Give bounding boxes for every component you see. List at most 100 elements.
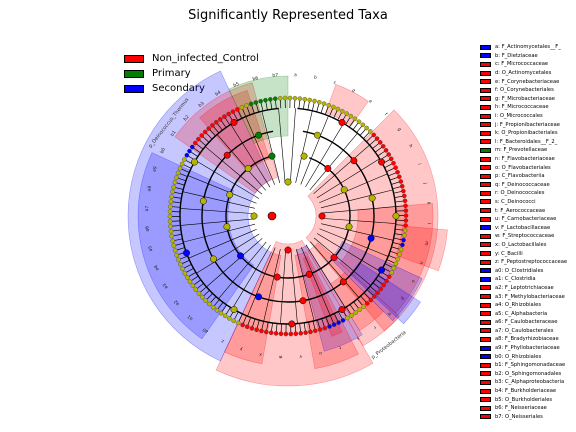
leaf-node <box>210 123 215 128</box>
taxa-legend-item: e: F_Corynebacteriaceae <box>480 77 576 86</box>
root-node <box>267 211 277 221</box>
taxa-legend-item: i: O_Micrococcales <box>480 112 576 121</box>
class-legend-label: Non_infected_Control <box>152 53 259 64</box>
leaf-node <box>174 175 179 180</box>
leaf-node <box>383 148 389 153</box>
leaf-node <box>258 98 263 104</box>
taxa-legend-label: d: O_Actinomycetales <box>495 70 552 77</box>
leaf-node <box>273 331 279 336</box>
taxa-legend-label: x: O_Lactobacillales <box>495 241 547 248</box>
leaf-node <box>170 189 175 195</box>
taxa-legend-item: b7: O_Neisseriales <box>480 413 576 422</box>
leaf-node <box>206 126 212 131</box>
taxa-legend-swatch <box>480 336 491 342</box>
taxa-legend-label: q: F_Deinococcaceae <box>495 181 550 188</box>
taxa-legend-swatch <box>480 199 491 205</box>
taxa-legend-label: r: O_Deinococcales <box>495 190 545 197</box>
taxon-key-label: a0 <box>202 326 210 334</box>
spoke-branch <box>182 191 255 209</box>
leaf-node <box>312 98 317 104</box>
leaf-node <box>176 257 181 263</box>
class-legend-label: Primary <box>152 68 191 79</box>
leaf-node <box>288 331 294 337</box>
leaf-node <box>196 136 201 142</box>
taxa-legend-label: b5: O_Burkholderiales <box>495 396 553 403</box>
leaf-node <box>353 310 358 315</box>
spoke-branch <box>310 241 360 298</box>
leaf-node <box>317 99 322 105</box>
taxa-legend-swatch <box>480 362 491 368</box>
leaf-node <box>401 237 406 243</box>
spoke-branch <box>321 218 396 224</box>
leaf-node <box>303 330 308 335</box>
spoke-branch <box>321 223 394 241</box>
internal-node <box>299 297 307 305</box>
clade-shade <box>228 75 289 144</box>
taxa-legend-label: a4: O_Rhizobiales <box>495 302 542 309</box>
taxa-legend-item: m: F_Prevotellaceae <box>480 146 576 155</box>
leaf-node <box>244 103 249 108</box>
taxa-legend-label: f: O_Corynebacteriales <box>495 87 554 94</box>
leaf-node <box>214 119 219 125</box>
leaf-node <box>278 331 284 337</box>
taxon-key-label: e <box>367 99 372 105</box>
leaf-node <box>287 95 293 101</box>
spoke-branch <box>188 229 257 259</box>
leaf-node <box>326 102 332 108</box>
taxa-legend-label: b3: C_Alphaproteobacteria <box>495 379 565 386</box>
taxon-key-label: l <box>426 223 432 225</box>
class-legend-swatch <box>124 54 144 63</box>
leaf-node <box>348 113 354 119</box>
leaf-node <box>393 165 398 170</box>
internal-node <box>210 255 217 263</box>
leaf-node <box>402 232 407 238</box>
internal-node <box>378 158 385 166</box>
leaf-node <box>388 156 394 162</box>
internal-node <box>244 165 252 172</box>
clade-shade <box>127 70 272 362</box>
leaf-node <box>177 166 183 171</box>
taxon-key-label: d <box>351 88 356 95</box>
taxa-legend-label: a: F_Actinomycetales__F_ <box>495 44 561 51</box>
internal-node <box>338 119 346 126</box>
leaf-node <box>227 316 232 321</box>
internal-node <box>273 273 281 281</box>
internal-node <box>368 194 376 202</box>
taxa-legend-label: b2: O_Sphingomonadales <box>495 370 562 377</box>
class-legend-label: Secondary <box>152 83 205 94</box>
class-legend: Non_infected_Control Primary Secondary <box>124 51 259 96</box>
leaf-node <box>403 208 409 213</box>
leaf-node <box>402 198 408 204</box>
spoke-branch <box>301 247 331 316</box>
leaf-node <box>170 238 175 244</box>
leaf-node <box>356 119 362 125</box>
leaf-node <box>403 213 409 218</box>
taxon-key-label: a6 <box>144 226 150 232</box>
internal-node <box>230 306 238 313</box>
leaf-node <box>277 95 283 101</box>
internal-node <box>378 266 385 274</box>
taxa-legend-item: a3: F_Methylobacteriaceae <box>480 292 576 301</box>
spoke-branch <box>316 233 381 272</box>
leaf-node <box>395 169 400 175</box>
leaf-node <box>222 313 228 319</box>
leaf-node <box>331 322 337 327</box>
internal-node <box>268 152 276 160</box>
leaf-node <box>193 287 199 292</box>
leaf-node <box>393 261 399 266</box>
leaf-node <box>218 310 224 316</box>
leaf-node <box>167 209 173 214</box>
class-legend-item: Non_infected_Control <box>124 51 259 66</box>
clade-shade <box>215 239 374 387</box>
spoke-branch <box>280 249 286 324</box>
taxa-legend-item: a5: C_Alphabacteria <box>480 309 576 318</box>
taxa-legend-label: l: F_Bacteroidales__F_2_ <box>495 138 558 145</box>
leaf-node <box>226 111 231 117</box>
internal-node <box>230 119 238 126</box>
leaf-node <box>231 318 236 324</box>
taxa-legend-label: e: F_Corynebacteriaceae <box>495 78 560 85</box>
leaf-node <box>398 247 404 252</box>
leaf-node <box>331 104 336 110</box>
taxon-key-label: b4 <box>214 89 222 97</box>
